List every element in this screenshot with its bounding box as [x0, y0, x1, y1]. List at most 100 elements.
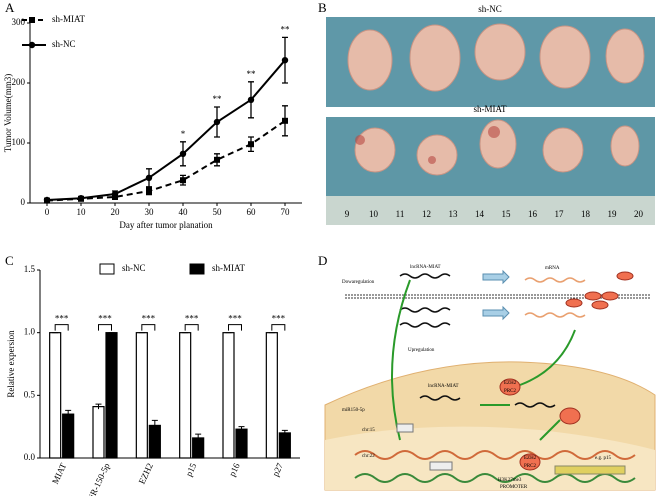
legend-label: sh-MIAT	[52, 14, 86, 24]
diagram-text: miR150-5p	[342, 408, 365, 413]
error-bar	[151, 419, 158, 431]
error-bar	[95, 403, 102, 410]
marker	[282, 117, 288, 124]
significance-label: ***	[272, 314, 286, 324]
diagram-text: PRC2	[504, 389, 516, 394]
bar	[179, 332, 192, 459]
significance-bracket	[184, 324, 199, 331]
diagram: lncRNA-MIAT mRNA Dowaregulation Upregula…	[324, 265, 656, 491]
marker	[28, 41, 36, 49]
significance-label: ***	[185, 314, 199, 324]
marker	[43, 196, 51, 204]
legend-label: sh-MIAT	[212, 263, 246, 273]
marker	[247, 96, 255, 104]
annotation: **	[247, 69, 257, 79]
x-tick-label: 20	[111, 207, 121, 217]
annotation: **	[281, 24, 291, 34]
significance-bracket	[98, 324, 112, 331]
ruler-label: 12	[422, 209, 431, 219]
x-tick-label: 50	[213, 207, 223, 217]
x-tick-label: 70	[281, 207, 291, 217]
y-tick-label: 1.5	[24, 264, 36, 274]
photo: sh-NC sh-MIAT 9 10 11 12 13 14 15 16 17 18 19 20	[326, 4, 655, 225]
ruler-label: 17	[555, 209, 565, 219]
significance-label: ***	[142, 314, 156, 324]
error-bar	[195, 433, 202, 442]
marker	[248, 141, 254, 148]
panel-label: A	[5, 0, 15, 15]
bar	[278, 432, 291, 459]
x-tick-label: EZH2	[137, 461, 155, 485]
marker	[214, 156, 220, 163]
y-tick-label: 0.0	[24, 452, 36, 462]
diagram-text: e.g. p15	[595, 456, 611, 461]
diagram-text: EZH2	[524, 456, 537, 461]
ruler-label: 19	[608, 209, 618, 219]
significance-bracket	[54, 324, 69, 331]
diagram-text: PROMOTER	[500, 485, 528, 490]
y-tick-label: 1.0	[24, 327, 36, 337]
legend-swatch	[99, 263, 115, 275]
y-tick-label: 100	[12, 137, 26, 147]
y-tick-label: 0.5	[24, 389, 36, 399]
x-tick-label: 60	[247, 207, 257, 217]
diagram-text: PRC2	[524, 464, 536, 469]
diagram-text: Upregulation	[408, 348, 435, 353]
panel-label: C	[5, 253, 14, 268]
photo-label: sh-MIAT	[474, 104, 508, 114]
significance-label: ***	[228, 314, 242, 324]
annotation: **	[213, 94, 223, 104]
bar	[235, 428, 248, 459]
panel-label: B	[318, 0, 327, 15]
panel-label: D	[318, 253, 327, 268]
x-tick-label: 40	[179, 207, 189, 217]
ruler-label: 14	[475, 209, 485, 219]
y-axis-label: Relative expersion	[6, 330, 16, 398]
diagram-text: Dowaregulation	[342, 280, 375, 285]
marker	[281, 57, 289, 64]
significance-label: ***	[98, 314, 112, 324]
bar	[222, 332, 235, 459]
x-tick-label: p15	[184, 461, 199, 478]
x-tick-label: 10	[77, 207, 87, 217]
y-tick-label: 200	[12, 77, 26, 87]
marker	[77, 195, 85, 202]
marker	[146, 188, 152, 194]
ruler	[326, 196, 655, 225]
legend-label: sh-NC	[52, 39, 76, 49]
diagram-text: lncRNA-MIAT	[428, 384, 459, 389]
x-tick-label: MIAT	[50, 461, 69, 486]
bar	[62, 413, 75, 459]
diagram-text: chr:15	[362, 428, 375, 433]
x-axis-label: Day after tumor planation	[119, 220, 213, 230]
marker	[213, 118, 221, 126]
diagram-text: EZH2	[504, 381, 517, 386]
x-tick-label: 0	[45, 207, 50, 217]
bar	[92, 406, 105, 459]
marker	[111, 190, 119, 198]
error-bar	[65, 409, 72, 418]
significance-bracket	[271, 324, 286, 331]
bar	[265, 332, 278, 459]
ruler-label: 20	[634, 209, 644, 219]
diagram-text: H3K27me3	[498, 478, 522, 483]
significance-label: ***	[55, 314, 69, 324]
diagram-text: lncRNA-MIAT	[410, 265, 441, 270]
y-tick-label: 300	[12, 17, 26, 27]
ruler-label: 11	[396, 209, 405, 219]
marker	[180, 177, 186, 184]
marker	[179, 150, 187, 157]
diagram-text: chr:22	[362, 454, 375, 459]
photo-label: sh-NC	[478, 4, 502, 14]
ruler-label: 10	[369, 209, 379, 219]
x-tick-label: p27	[270, 461, 285, 478]
y-tick-label: 0	[21, 197, 26, 207]
series-line	[46, 59, 286, 201]
ruler-label: 15	[502, 209, 512, 219]
error-bar	[238, 426, 245, 432]
error-bar	[281, 429, 288, 436]
ruler-label: 16	[528, 209, 538, 219]
series-line	[46, 119, 286, 202]
significance-bracket	[141, 324, 156, 331]
legend-swatch	[189, 263, 205, 275]
